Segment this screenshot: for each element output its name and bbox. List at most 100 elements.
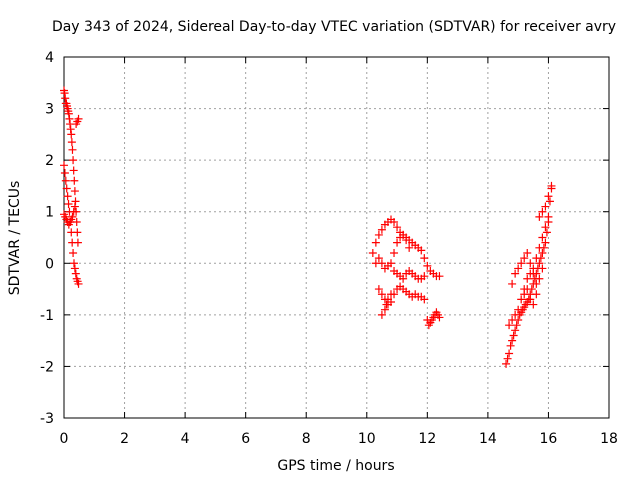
data-point <box>67 228 76 237</box>
data-point <box>417 246 426 255</box>
data-point <box>526 295 535 304</box>
x-tick-label: 16 <box>540 431 558 447</box>
data-point <box>374 285 383 294</box>
data-point <box>542 228 551 237</box>
data-point <box>523 285 532 294</box>
x-tick-label: 0 <box>60 431 69 447</box>
data-point <box>368 248 377 257</box>
data-point <box>393 223 402 232</box>
x-axis-label: GPS time / hours <box>277 458 394 474</box>
x-tick-label: 2 <box>120 431 129 447</box>
data-point <box>390 248 399 257</box>
x-axis: 0 2 4 6 8 10 12 14 16 18 <box>60 57 618 447</box>
data-point <box>393 238 402 247</box>
data-point <box>420 295 429 304</box>
data-point <box>535 212 544 221</box>
data-point <box>67 130 76 139</box>
data-point <box>545 197 554 206</box>
data-point <box>65 114 74 123</box>
y-tick-label: -1 <box>40 308 54 324</box>
data-point <box>523 274 532 283</box>
data-point <box>512 321 521 330</box>
data-point <box>435 272 444 281</box>
data-point <box>541 223 550 232</box>
data-point <box>69 166 78 175</box>
data-point <box>377 310 386 319</box>
data-point <box>387 259 395 268</box>
data-point <box>544 212 553 221</box>
series-pass-3 <box>60 114 83 229</box>
data-point <box>511 326 520 335</box>
data-point <box>529 300 538 309</box>
data-point <box>503 354 512 363</box>
y-tick-label: 3 <box>45 102 54 118</box>
data-point <box>532 290 541 299</box>
data-point <box>61 176 70 185</box>
data-point <box>70 187 79 196</box>
data-point <box>64 109 73 118</box>
x-tick-label: 6 <box>241 431 250 447</box>
series-pass-11 <box>508 248 547 288</box>
y-tick-label: -3 <box>40 411 54 427</box>
y-tick-label: 4 <box>45 50 54 66</box>
x-tick-label: 10 <box>358 431 376 447</box>
data-point <box>514 305 523 314</box>
data-point <box>64 199 73 208</box>
data-point <box>420 254 429 263</box>
data-point <box>535 274 544 283</box>
data-point <box>63 192 72 201</box>
data-point <box>526 259 535 268</box>
data-point <box>68 238 77 247</box>
data-point <box>74 279 83 288</box>
y-tick-label: 2 <box>45 153 54 169</box>
data-point <box>402 236 411 245</box>
data-point <box>520 290 529 299</box>
data-point <box>71 197 80 206</box>
series-pass-8 <box>423 308 444 330</box>
data-point <box>399 230 408 239</box>
x-tick-label: 14 <box>479 431 497 447</box>
data-point <box>377 290 386 299</box>
series-pass-12 <box>520 181 556 309</box>
data-point <box>538 207 547 216</box>
series-pass-10 <box>505 212 553 330</box>
data-point <box>517 259 526 268</box>
data-point <box>380 305 389 314</box>
data-point <box>399 274 408 283</box>
data-point <box>529 269 538 278</box>
data-point <box>377 225 386 234</box>
data-points <box>60 86 556 368</box>
data-point <box>535 243 544 252</box>
data-point <box>532 279 541 288</box>
data-point <box>60 89 69 98</box>
data-point <box>538 233 547 242</box>
series-pass-5 <box>371 254 429 283</box>
data-point <box>69 248 78 257</box>
data-point <box>68 145 77 154</box>
data-point <box>538 248 547 257</box>
data-point <box>508 279 517 288</box>
data-point <box>374 230 383 239</box>
data-point <box>68 212 77 221</box>
data-point <box>390 218 399 227</box>
y-axis-label: SDTVAR / TECUs <box>7 181 23 296</box>
data-point <box>60 161 68 170</box>
data-point <box>509 331 518 340</box>
plot-frame <box>63 56 610 419</box>
series-pass-7 <box>377 230 414 319</box>
data-point <box>544 192 553 201</box>
data-point <box>74 114 83 123</box>
data-point <box>538 264 547 273</box>
data-point <box>506 341 515 350</box>
x-tick-label: 18 <box>600 431 618 447</box>
data-point <box>547 181 556 190</box>
x-tick-label: 8 <box>302 431 311 447</box>
data-point <box>423 261 432 270</box>
chart-title: Day 343 of 2024, Sidereal Day-to-day VTE… <box>52 19 616 35</box>
data-point <box>70 202 79 211</box>
data-point <box>517 295 526 304</box>
data-point <box>535 259 544 268</box>
y-tick-label: -2 <box>40 359 54 375</box>
x-tick-label: 4 <box>181 431 190 447</box>
data-point <box>66 125 75 134</box>
